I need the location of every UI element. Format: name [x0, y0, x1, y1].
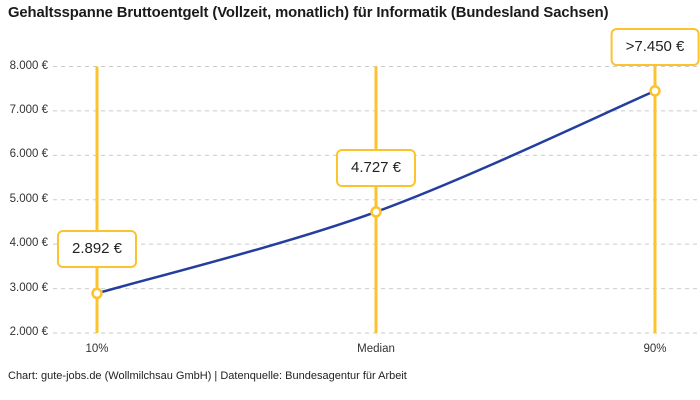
chart-source-footer: Chart: gute-jobs.de (Wollmilchsau GmbH) … [8, 370, 407, 382]
data-point-marker [91, 287, 103, 300]
data-point-marker [370, 206, 382, 218]
data-point-marker [649, 85, 661, 97]
chart-title: Gehaltsspanne Bruttoentgelt (Vollzeit, m… [8, 5, 609, 21]
